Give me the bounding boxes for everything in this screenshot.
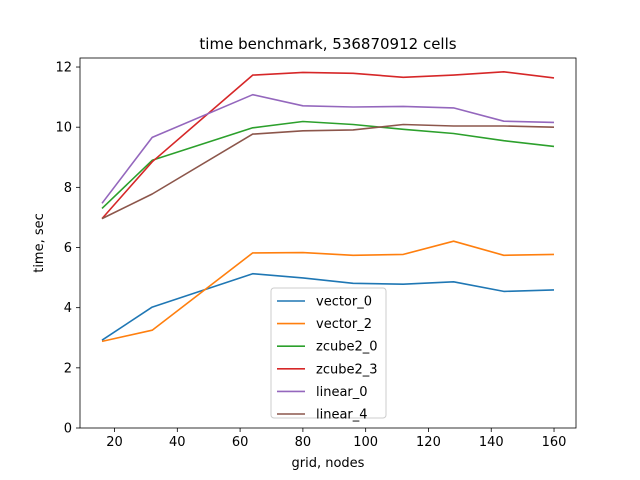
series-line-zcube2_3 <box>101 71 555 220</box>
x-tick-label: 160 <box>542 435 567 450</box>
y-tick-label: 4 <box>64 301 72 316</box>
legend-label: zcube2_0 <box>316 340 378 355</box>
x-tick-label: 120 <box>416 435 441 450</box>
series-line-linear_4 <box>101 123 555 220</box>
y-tick-label: 10 <box>55 121 72 136</box>
x-tick-label: 100 <box>353 435 378 450</box>
plot-lines <box>101 71 555 343</box>
series-line-vector_2 <box>101 240 555 343</box>
x-tick-label: 40 <box>169 435 186 450</box>
chart-title: time benchmark, 536870912 cells <box>199 35 456 53</box>
legend-label: linear_4 <box>316 408 368 423</box>
series-line-zcube2_0 <box>101 120 555 209</box>
x-axis-ticks: 20 40 60 80 100 120 140 160 <box>106 428 566 450</box>
x-tick-label: 20 <box>106 435 123 450</box>
x-tick-label: 80 <box>295 435 312 450</box>
legend-label: linear_0 <box>316 385 368 400</box>
legend-label: vector_2 <box>316 317 372 332</box>
series-line-vector_0 <box>101 272 555 341</box>
legend-label: zcube2_3 <box>316 362 378 377</box>
x-tick-label: 60 <box>232 435 249 450</box>
x-tick-label: 140 <box>479 435 504 450</box>
y-tick-label: 2 <box>64 361 72 376</box>
y-axis-ticks: 0 2 4 6 8 10 12 <box>55 61 80 437</box>
y-tick-label: 12 <box>55 61 72 76</box>
series-line-linear_0 <box>101 93 555 204</box>
y-tick-label: 0 <box>64 422 72 437</box>
y-tick-label: 6 <box>64 241 72 256</box>
y-tick-label: 8 <box>64 181 72 196</box>
y-axis-label: time, sec <box>32 213 47 273</box>
legend: vector_0 vector_2 zcube2_0 zcube2_3 linear_0… <box>270 287 387 423</box>
legend-box <box>270 287 387 419</box>
legend-label: vector_0 <box>316 295 372 310</box>
x-axis-label: grid, nodes <box>292 456 365 471</box>
plot-area-frame <box>79 57 577 429</box>
